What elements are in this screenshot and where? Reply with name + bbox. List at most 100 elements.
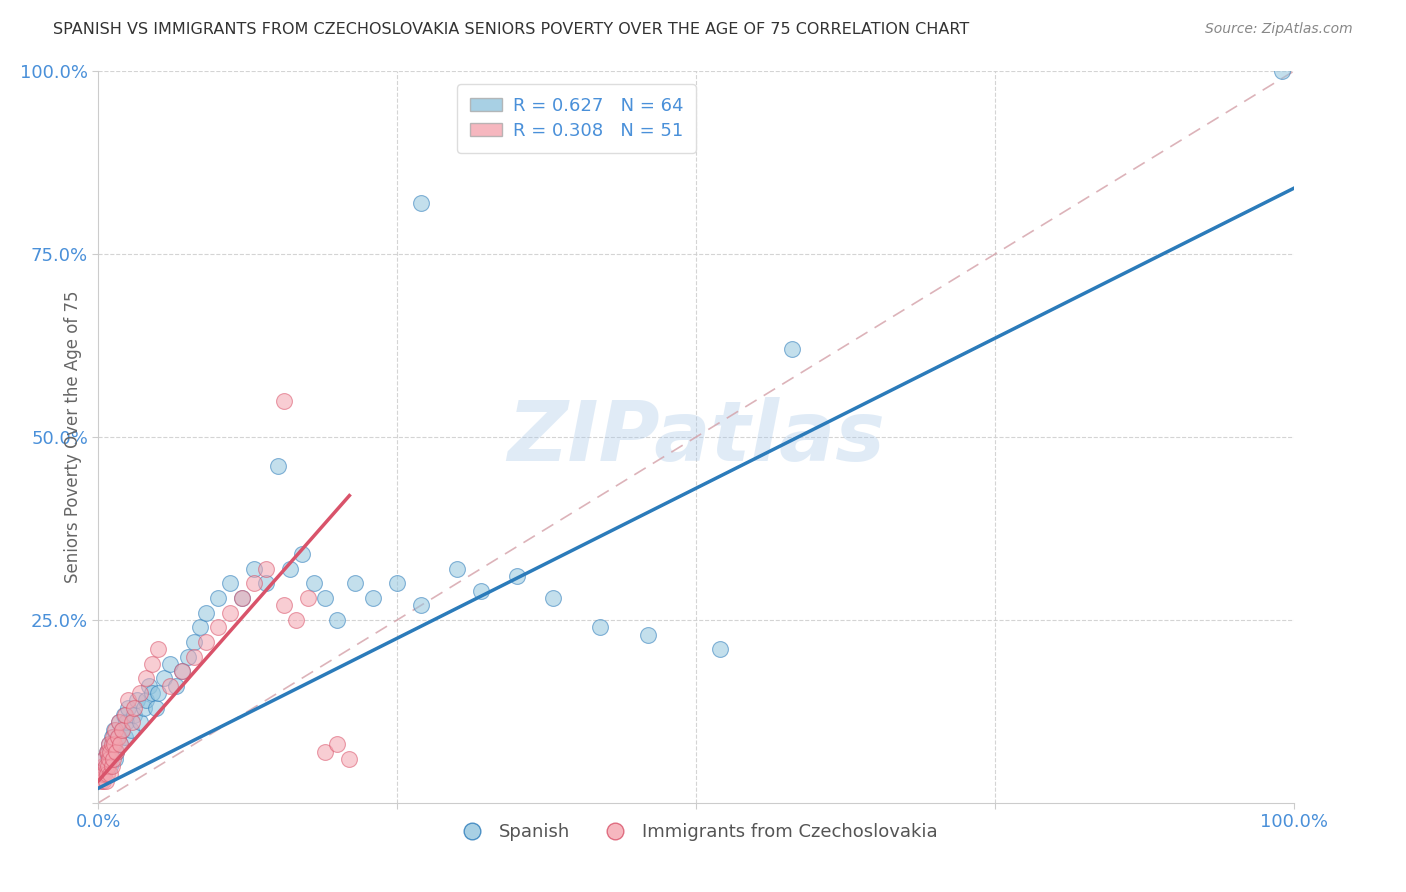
Point bbox=[315, 591, 337, 605]
Point bbox=[141, 657, 163, 671]
Point bbox=[93, 752, 115, 766]
Point bbox=[506, 569, 529, 583]
Point bbox=[195, 606, 218, 620]
Point bbox=[96, 745, 118, 759]
Point bbox=[291, 547, 314, 561]
Point bbox=[93, 752, 115, 766]
Point bbox=[153, 672, 176, 686]
Point bbox=[470, 583, 492, 598]
Point bbox=[273, 599, 295, 613]
Point bbox=[101, 737, 124, 751]
Point bbox=[105, 745, 128, 759]
Point bbox=[111, 723, 134, 737]
Point bbox=[284, 613, 307, 627]
Point bbox=[101, 752, 124, 766]
Point bbox=[108, 737, 131, 751]
Point bbox=[159, 679, 181, 693]
Point bbox=[132, 700, 155, 714]
Point bbox=[98, 759, 122, 773]
Point bbox=[278, 562, 301, 576]
Point bbox=[98, 737, 121, 751]
Point bbox=[104, 723, 127, 737]
Point bbox=[709, 642, 731, 657]
Point bbox=[411, 599, 433, 613]
Point bbox=[254, 562, 277, 576]
Point bbox=[195, 635, 218, 649]
Point bbox=[172, 664, 194, 678]
Point bbox=[231, 591, 253, 605]
Point bbox=[363, 591, 385, 605]
Point bbox=[125, 693, 148, 707]
Point bbox=[188, 620, 211, 634]
Point bbox=[94, 759, 117, 773]
Point bbox=[98, 766, 122, 780]
Point bbox=[107, 730, 129, 744]
Point bbox=[107, 715, 129, 730]
Point bbox=[115, 715, 138, 730]
Y-axis label: Seniors Poverty Over the Age of 75: Seniors Poverty Over the Age of 75 bbox=[63, 291, 82, 583]
Point bbox=[124, 700, 146, 714]
Point bbox=[165, 679, 187, 693]
Point bbox=[93, 759, 115, 773]
Point bbox=[107, 730, 129, 744]
Point bbox=[183, 635, 205, 649]
Point bbox=[326, 613, 349, 627]
Point bbox=[104, 752, 127, 766]
Point bbox=[385, 576, 409, 591]
Point bbox=[100, 730, 122, 744]
Point bbox=[117, 700, 139, 714]
Point bbox=[98, 745, 122, 759]
Point bbox=[124, 708, 146, 723]
Point bbox=[105, 745, 128, 759]
Point bbox=[98, 745, 122, 759]
Point bbox=[114, 730, 136, 744]
Point bbox=[100, 737, 122, 751]
Point bbox=[1271, 64, 1294, 78]
Point bbox=[96, 766, 118, 780]
Point bbox=[148, 642, 170, 657]
Point bbox=[135, 672, 157, 686]
Point bbox=[97, 745, 120, 759]
Point bbox=[148, 686, 170, 700]
Point bbox=[231, 591, 253, 605]
Point bbox=[94, 773, 117, 788]
Point bbox=[177, 649, 200, 664]
Point bbox=[97, 759, 120, 773]
Point bbox=[91, 759, 114, 773]
Point bbox=[112, 708, 135, 723]
Point bbox=[90, 773, 112, 788]
Text: SPANISH VS IMMIGRANTS FROM CZECHOSLOVAKIA SENIORS POVERTY OVER THE AGE OF 75 COR: SPANISH VS IMMIGRANTS FROM CZECHOSLOVAKI… bbox=[53, 22, 970, 37]
Point bbox=[120, 723, 142, 737]
Point bbox=[273, 393, 295, 408]
Point bbox=[145, 700, 167, 714]
Point bbox=[589, 620, 612, 634]
Point bbox=[344, 576, 367, 591]
Point bbox=[339, 752, 361, 766]
Point bbox=[254, 576, 277, 591]
Point bbox=[91, 766, 114, 780]
Point bbox=[411, 196, 433, 211]
Point bbox=[141, 686, 163, 700]
Point bbox=[103, 737, 125, 751]
Point bbox=[207, 620, 229, 634]
Point bbox=[100, 759, 122, 773]
Point bbox=[114, 708, 136, 723]
Point bbox=[243, 562, 266, 576]
Point bbox=[135, 693, 157, 707]
Text: Source: ZipAtlas.com: Source: ZipAtlas.com bbox=[1205, 22, 1353, 37]
Point bbox=[91, 766, 114, 780]
Point bbox=[297, 591, 319, 605]
Point bbox=[101, 730, 124, 744]
Point bbox=[117, 693, 139, 707]
Point bbox=[541, 591, 564, 605]
Point bbox=[138, 679, 160, 693]
Point bbox=[129, 686, 152, 700]
Point bbox=[183, 649, 205, 664]
Point bbox=[267, 459, 290, 474]
Point bbox=[172, 664, 194, 678]
Point bbox=[98, 737, 121, 751]
Point bbox=[97, 752, 120, 766]
Point bbox=[219, 576, 242, 591]
Point bbox=[637, 627, 659, 641]
Point bbox=[107, 715, 129, 730]
